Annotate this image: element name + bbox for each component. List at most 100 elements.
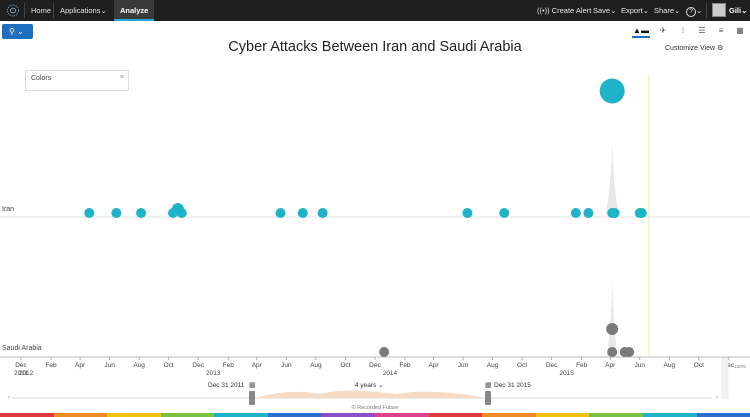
nav-analyze[interactable]: Analyze: [114, 0, 155, 21]
chevron-down-icon: ⌄: [696, 6, 703, 15]
nav-divider: [53, 3, 54, 18]
navigator-density-shape: [255, 390, 487, 398]
navigator-right-arrow[interactable]: ›: [716, 394, 719, 401]
row-label: Saudi Arabia: [2, 345, 42, 352]
event-point[interactable]: [136, 208, 147, 218]
nav-home[interactable]: Home: [31, 6, 52, 15]
event-point[interactable]: [599, 78, 625, 104]
x-tick-label: Apr: [252, 362, 263, 369]
create-alert-label: Create Alert: [551, 6, 592, 15]
nav-applications-label: Applications: [60, 6, 101, 15]
year-label: 2011: [14, 370, 28, 377]
x-tick-label: Oct: [340, 362, 350, 369]
color-stripe: [0, 413, 750, 417]
year-label: 2013: [206, 370, 221, 377]
x-tick-label: Aug: [133, 362, 145, 369]
event-point[interactable]: [570, 208, 581, 218]
share-label: Share: [654, 6, 675, 15]
event-point[interactable]: [462, 208, 473, 218]
event-point[interactable]: [297, 208, 308, 218]
event-point[interactable]: [379, 347, 390, 357]
chevron-down-icon: ⌄: [674, 6, 681, 15]
app-logo-icon[interactable]: [5, 3, 21, 18]
timeline-view-icon[interactable]: ▲▬: [632, 24, 650, 38]
save-label: Save: [593, 6, 611, 15]
calendar-icon[interactable]: ▦: [249, 381, 256, 389]
map-view-icon[interactable]: ✈: [659, 26, 667, 35]
footer-credit: © Recorded Future: [351, 405, 399, 411]
x-tick-label: Apr: [75, 362, 86, 369]
event-point[interactable]: [606, 323, 619, 335]
year-label: 2015: [559, 370, 574, 377]
alert-icon: ((•)): [537, 6, 550, 15]
save-menu[interactable]: Save⌄: [593, 0, 616, 21]
colors-panel[interactable]: Colors ≡: [25, 70, 129, 91]
zoom-label: 100%: [734, 364, 746, 369]
navigator-start-handle[interactable]: [249, 391, 255, 405]
menu-icon[interactable]: ≡: [119, 74, 124, 81]
event-point[interactable]: [275, 208, 286, 218]
event-point[interactable]: [636, 208, 647, 218]
gear-icon: ⚙: [717, 45, 724, 52]
event-point[interactable]: [607, 347, 618, 357]
network-view-icon[interactable]: ⁝: [681, 26, 685, 35]
list-view-icon[interactable]: ≡: [718, 26, 724, 35]
chevron-down-icon: ⌄: [741, 6, 748, 15]
vertical-scrollbar[interactable]: [721, 357, 729, 399]
create-alert-button[interactable]: ((•)) Create Alert: [537, 0, 591, 21]
nav-divider: [24, 3, 25, 18]
event-point[interactable]: [499, 208, 510, 218]
share-menu[interactable]: Share⌄: [654, 0, 680, 21]
event-point[interactable]: [111, 208, 122, 218]
table-view-icon[interactable]: ☰: [698, 26, 706, 35]
user-name: Gili: [729, 6, 742, 15]
navigator-end-handle[interactable]: [485, 391, 491, 405]
nav-applications[interactable]: Applications⌄: [54, 0, 113, 21]
search-icon: ⚲: [9, 27, 15, 36]
x-tick-label: Jun: [281, 362, 292, 369]
user-menu[interactable]: Gili⌄: [729, 0, 747, 21]
x-tick-label: Dec: [192, 362, 204, 369]
event-point[interactable]: [317, 208, 328, 218]
year-label: 2014: [383, 370, 398, 377]
x-tick-label: Dec: [15, 362, 27, 369]
x-tick-label: Dec: [723, 362, 735, 369]
help-menu[interactable]: ? ⌄: [686, 0, 702, 21]
navigator-start-label: Dec 31 2011: [208, 382, 245, 389]
grid-view-icon[interactable]: ▦: [736, 26, 744, 35]
event-point[interactable]: [84, 208, 95, 218]
event-point[interactable]: [609, 208, 620, 218]
colors-label: Colors: [31, 75, 52, 82]
row-label: Iran: [2, 206, 14, 213]
chevron-down-icon: ⌄: [100, 6, 107, 15]
navigator-left-arrow[interactable]: ‹: [8, 394, 11, 401]
x-tick-label: Feb: [223, 362, 235, 369]
chevron-down-icon: ⌄: [17, 27, 24, 36]
x-tick-label: Oct: [694, 362, 704, 369]
navigator-span-label[interactable]: 4 years ⌄: [355, 382, 384, 389]
saudi-spike-shape: [607, 283, 618, 356]
customize-view-button[interactable]: Customize View ⚙: [665, 44, 723, 52]
export-menu[interactable]: Export⌄: [621, 0, 649, 21]
x-tick-label: Dec: [546, 362, 558, 369]
x-tick-label: Apr: [605, 362, 616, 369]
x-tick-label: Apr: [428, 362, 439, 369]
event-point[interactable]: [176, 208, 187, 218]
help-icon: ?: [686, 7, 696, 17]
search-button[interactable]: ⚲ ⌄: [2, 24, 33, 39]
avatar[interactable]: [712, 3, 726, 17]
x-tick-label: Oct: [517, 362, 527, 369]
calendar-icon[interactable]: ▦: [485, 381, 492, 389]
nav-divider: [706, 3, 707, 18]
x-tick-label: Oct: [164, 362, 174, 369]
x-tick-label: Jun: [635, 362, 646, 369]
year-label: 2012: [19, 370, 34, 377]
page-title: Cyber Attacks Between Iran and Saudi Ara…: [228, 39, 522, 55]
event-point[interactable]: [583, 208, 594, 218]
event-point[interactable]: [624, 347, 635, 357]
iran-spike-shape: [606, 143, 619, 213]
x-tick-label: Dec: [369, 362, 381, 369]
x-tick-label: Aug: [487, 362, 499, 369]
top-navigation-bar: Home Applications⌄ Analyze ((•)) Create …: [0, 0, 750, 21]
